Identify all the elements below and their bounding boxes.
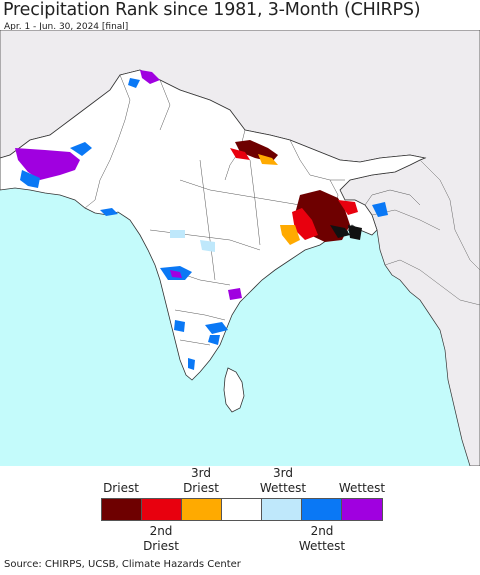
legend-label-3rd-driest: 3rd Driest [183, 466, 219, 495]
swatch-wettest [342, 499, 382, 520]
internal-borders [84, 74, 421, 346]
source-credit: Source: CHIRPS, UCSB, Climate Hazards Ce… [4, 559, 241, 570]
legend: Driest 3rd Driest 3rd Wettest Wettest 2n… [0, 466, 480, 556]
map-subtitle: Apr. 1 - Jun. 30, 2024 [final] [4, 22, 129, 32]
precipitation-map [0, 30, 480, 466]
legend-label-driest: Driest [103, 481, 139, 495]
swatch-3rd-wettest [262, 499, 302, 520]
legend-label-2nd-driest: 2nd Driest [143, 524, 179, 553]
legend-label-2nd-wettest: 2nd Wettest [298, 524, 346, 553]
map-title: Precipitation Rank since 1981, 3-Month (… [3, 0, 421, 20]
rank-patches [15, 70, 388, 370]
swatch-2nd-wettest [302, 499, 342, 520]
legend-swatches [101, 498, 383, 521]
swatch-3rd-driest [182, 499, 222, 520]
legend-label-3rd-wettest: 3rd Wettest [259, 466, 307, 495]
swatch-2nd-driest [142, 499, 182, 520]
swatch-normal [222, 499, 262, 520]
legend-label-wettest: Wettest [338, 481, 386, 495]
swatch-driest [102, 499, 142, 520]
sri-lanka [223, 367, 245, 413]
